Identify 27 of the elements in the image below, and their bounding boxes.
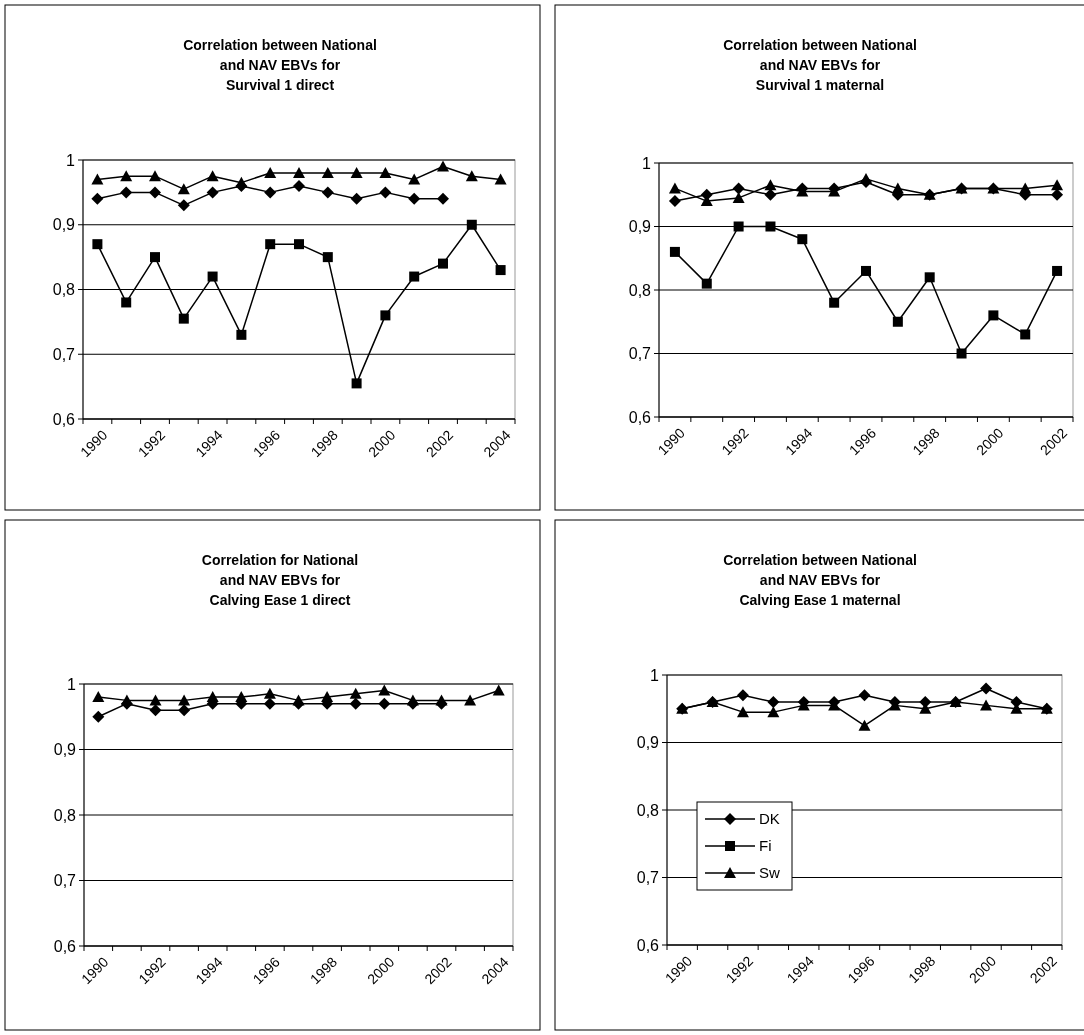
y-tick-label: 0,7: [636, 869, 660, 887]
y-tick-label: 0,7: [53, 872, 77, 890]
y-tick-label: 0,8: [628, 281, 652, 299]
chart-title: Correlation between National and NAV EBVs for Survival 1 maternal: [723, 37, 917, 93]
chart-title: Correlation for National and NAV EBVs for Calving Ease 1 direct: [201, 552, 359, 608]
y-tick-label: 0,9: [53, 741, 77, 759]
y-tick-label: 0,6: [636, 936, 660, 954]
y-tick-label: 0,9: [636, 734, 660, 752]
y-tick-label: 0,9: [52, 216, 76, 234]
chart-title: Correlation between National and NAV EBVs for Calving Ease 1 maternal: [723, 552, 917, 608]
y-tick-label: 0,8: [53, 806, 77, 824]
y-tick-label: 0,6: [52, 410, 76, 428]
legend-label: Fi: [759, 837, 772, 855]
y-tick-label: 1: [642, 154, 652, 172]
y-tick-label: 0,7: [628, 345, 652, 363]
y-tick-label: 0,7: [52, 345, 76, 363]
y-tick-label: 0,6: [53, 937, 77, 955]
chart-title: Correlation between National and NAV EBVs for Survival 1 direct: [183, 37, 377, 93]
y-tick-label: 1: [66, 151, 76, 169]
legend-label: DK: [759, 810, 780, 828]
y-tick-label: 1: [67, 675, 77, 693]
y-tick-label: 0,6: [628, 408, 652, 426]
y-tick-label: 0,8: [52, 281, 76, 299]
y-tick-label: 1: [650, 666, 660, 684]
y-tick-label: 0,8: [636, 801, 660, 819]
y-tick-label: 0,9: [628, 218, 652, 236]
legend-label: Sw: [759, 864, 780, 882]
